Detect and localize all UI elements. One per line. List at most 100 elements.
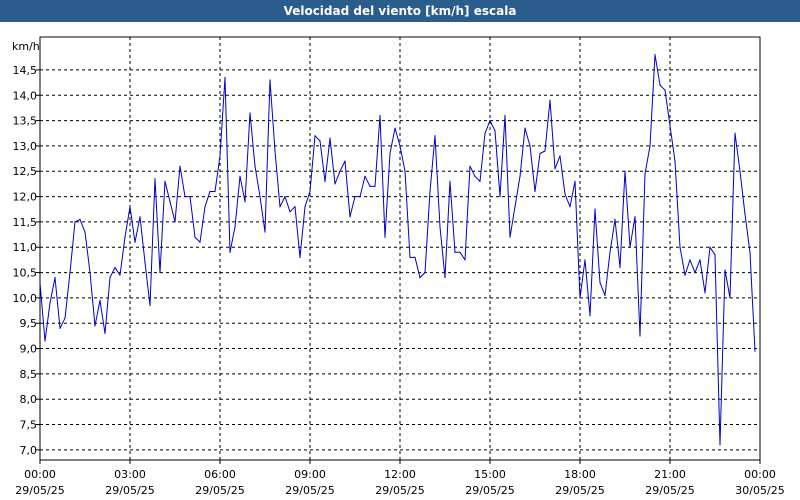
data-point [259, 196, 261, 198]
data-point [619, 266, 621, 269]
y-tick-label: 12,5 [13, 165, 38, 178]
y-tick-label: 12,0 [13, 191, 38, 204]
data-point [494, 130, 496, 132]
data-point [519, 175, 521, 177]
data-point [64, 317, 66, 319]
data-point [649, 145, 651, 147]
data-point [534, 190, 536, 193]
x-tick-time-label: 21:00 [654, 468, 686, 481]
data-point [424, 272, 426, 274]
data-point [289, 211, 291, 213]
data-point [344, 160, 346, 162]
data-point [269, 79, 271, 81]
data-point [229, 251, 231, 253]
data-point [74, 221, 76, 223]
x-tick-time-label: 00:00 [744, 468, 776, 481]
data-point [419, 277, 421, 279]
data-point [589, 315, 591, 317]
data-point [179, 165, 181, 167]
wind-speed-series-line [39, 54, 756, 446]
data-point [399, 145, 401, 147]
y-tick-label: 13,5 [13, 115, 38, 128]
data-point [174, 221, 176, 223]
data-point [144, 261, 146, 263]
data-point [629, 246, 631, 248]
data-point [689, 259, 691, 261]
data-point [99, 299, 101, 301]
data-point [49, 302, 51, 304]
data-point [189, 196, 191, 198]
y-tick-label: 14,0 [13, 89, 38, 102]
data-point [374, 185, 376, 187]
data-point [319, 140, 321, 142]
data-point [299, 256, 301, 258]
data-point [129, 206, 131, 208]
data-point [94, 325, 96, 327]
data-point [349, 216, 351, 218]
data-point [219, 155, 221, 157]
data-point [709, 246, 711, 248]
y-tick-label: 9,0 [20, 343, 38, 356]
data-point [239, 175, 241, 177]
data-point [394, 127, 396, 129]
data-point [504, 114, 506, 117]
data-point [699, 259, 701, 261]
data-point [139, 216, 141, 218]
data-point [559, 155, 561, 157]
data-point [674, 160, 676, 162]
x-tick-date-label: 29/05/25 [645, 484, 694, 497]
data-point [679, 246, 681, 248]
chart-title: Velocidad del viento [km/h] escala [0, 0, 800, 22]
data-point [654, 54, 656, 56]
data-point [704, 292, 706, 294]
data-point [114, 266, 116, 269]
data-point [354, 196, 356, 198]
data-point [634, 216, 636, 218]
x-tick-time-label: 00:00 [24, 468, 56, 481]
x-tick-date-label: 29/05/25 [105, 484, 154, 497]
y-tick-label: 14,5 [13, 64, 38, 77]
data-point [204, 206, 206, 208]
x-tick-time-label: 18:00 [564, 468, 596, 481]
data-point [389, 152, 391, 155]
data-point [609, 251, 611, 253]
y-tick-label: 11,0 [13, 241, 38, 254]
x-tick-date-label: 29/05/25 [15, 484, 64, 497]
data-point [159, 272, 161, 274]
data-point [489, 120, 491, 122]
data-point [624, 170, 626, 172]
data-point [294, 206, 296, 208]
data-point [279, 206, 281, 208]
data-point [479, 180, 481, 182]
data-point [554, 168, 556, 170]
data-point [119, 274, 121, 276]
x-tick-time-label: 12:00 [384, 468, 416, 481]
data-point [184, 196, 186, 198]
data-point [434, 135, 436, 137]
data-point [324, 180, 326, 182]
y-tick-label: 7,5 [20, 419, 38, 432]
data-point [729, 297, 731, 299]
data-point [384, 236, 386, 238]
x-tick-time-label: 09:00 [294, 468, 326, 481]
y-tick-label: 8,0 [20, 393, 38, 406]
data-point [459, 251, 461, 253]
data-point [599, 282, 601, 284]
data-point [659, 84, 661, 86]
data-point [614, 218, 616, 220]
data-point [639, 335, 641, 337]
x-tick-date-label: 30/05/25 [735, 484, 784, 497]
data-point [169, 201, 171, 203]
data-point [359, 196, 361, 198]
data-point [154, 178, 156, 180]
data-point [369, 185, 371, 187]
data-point [664, 89, 666, 91]
data-point [89, 272, 91, 274]
data-point [414, 256, 416, 258]
data-point [529, 145, 531, 147]
data-point [564, 193, 566, 195]
data-point [754, 350, 756, 352]
data-point [104, 332, 106, 334]
x-tick-date-label: 29/05/25 [285, 484, 334, 497]
data-point [209, 190, 211, 193]
